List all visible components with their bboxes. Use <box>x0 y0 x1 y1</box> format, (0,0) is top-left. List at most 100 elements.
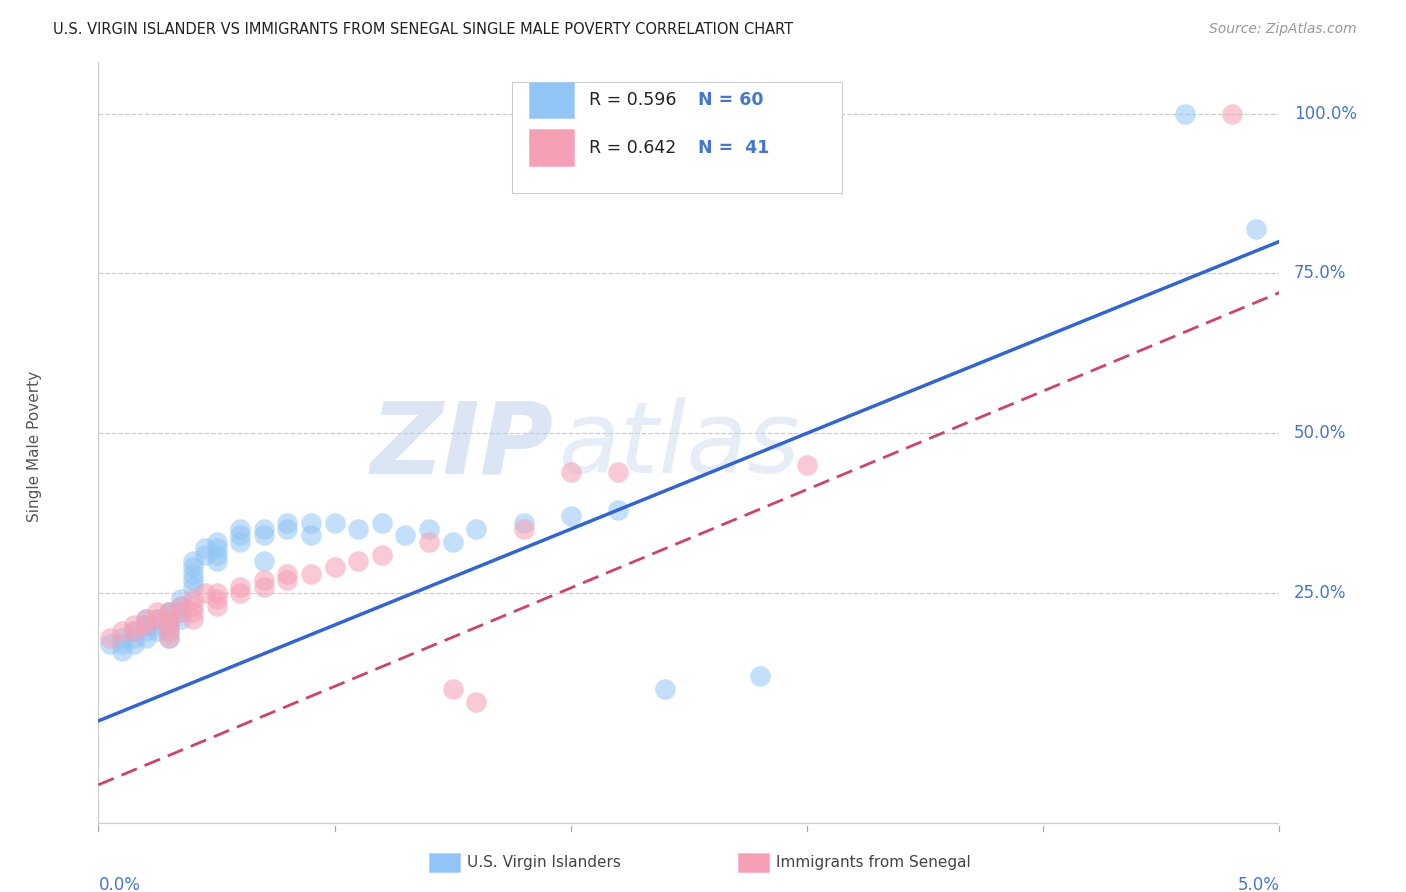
Point <box>1244 221 1267 235</box>
Point <box>170 592 193 607</box>
FancyBboxPatch shape <box>530 129 575 166</box>
Text: Immigrants from Senegal: Immigrants from Senegal <box>776 855 972 870</box>
Point <box>122 631 145 645</box>
Point <box>323 516 346 530</box>
Point <box>560 509 582 524</box>
Point <box>157 618 180 632</box>
Point <box>512 522 534 536</box>
Text: R = 0.642: R = 0.642 <box>589 138 676 157</box>
Point <box>796 458 818 473</box>
Point <box>465 695 488 709</box>
Point <box>205 534 228 549</box>
Point <box>170 605 193 619</box>
Point <box>1174 106 1197 120</box>
FancyBboxPatch shape <box>512 81 842 193</box>
Point <box>205 541 228 556</box>
Point <box>146 618 169 632</box>
Point <box>229 522 252 536</box>
Point <box>253 580 276 594</box>
Point <box>122 624 145 639</box>
Text: U.S. Virgin Islanders: U.S. Virgin Islanders <box>467 855 620 870</box>
Point <box>135 618 157 632</box>
Point <box>560 465 582 479</box>
Point <box>181 566 204 581</box>
Point <box>253 528 276 542</box>
Text: U.S. VIRGIN ISLANDER VS IMMIGRANTS FROM SENEGAL SINGLE MALE POVERTY CORRELATION : U.S. VIRGIN ISLANDER VS IMMIGRANTS FROM … <box>53 22 793 37</box>
Text: 100.0%: 100.0% <box>1294 104 1357 122</box>
Point <box>157 631 180 645</box>
Text: 25.0%: 25.0% <box>1294 584 1346 602</box>
Point <box>347 554 370 568</box>
Point <box>371 516 394 530</box>
Point <box>347 522 370 536</box>
Text: 75.0%: 75.0% <box>1294 264 1346 283</box>
Point <box>135 631 157 645</box>
Point <box>418 522 440 536</box>
Point <box>229 586 252 600</box>
Point <box>170 612 193 626</box>
Text: 0.0%: 0.0% <box>98 876 141 892</box>
Text: 5.0%: 5.0% <box>1237 876 1279 892</box>
Point <box>135 612 157 626</box>
Point <box>371 548 394 562</box>
Point <box>181 599 204 613</box>
Point <box>229 528 252 542</box>
Text: N = 60: N = 60 <box>699 91 763 109</box>
Point <box>181 573 204 587</box>
Point <box>748 669 770 683</box>
Text: atlas: atlas <box>560 398 800 494</box>
Text: Single Male Poverty: Single Male Poverty <box>27 370 42 522</box>
Point <box>157 631 180 645</box>
Text: R = 0.596: R = 0.596 <box>589 91 676 109</box>
Point <box>276 522 298 536</box>
Point <box>146 612 169 626</box>
Point <box>276 573 298 587</box>
Point <box>170 605 193 619</box>
Point <box>181 560 204 574</box>
Point <box>441 534 464 549</box>
Point <box>111 624 134 639</box>
Point <box>229 534 252 549</box>
Point <box>205 599 228 613</box>
Point <box>122 618 145 632</box>
Text: Source: ZipAtlas.com: Source: ZipAtlas.com <box>1209 22 1357 37</box>
Point <box>170 599 193 613</box>
Point <box>181 580 204 594</box>
Point <box>122 624 145 639</box>
Point <box>205 554 228 568</box>
Point <box>135 624 157 639</box>
Point <box>146 624 169 639</box>
Point <box>276 516 298 530</box>
Point <box>157 612 180 626</box>
Text: 50.0%: 50.0% <box>1294 425 1346 442</box>
Point <box>607 465 630 479</box>
Point <box>181 592 204 607</box>
Point <box>181 612 204 626</box>
Point <box>394 528 416 542</box>
Point <box>253 573 276 587</box>
Point <box>205 548 228 562</box>
Point <box>135 612 157 626</box>
Point <box>194 586 217 600</box>
Point <box>253 522 276 536</box>
Point <box>146 605 169 619</box>
Point <box>299 566 322 581</box>
Point <box>157 605 180 619</box>
Point <box>654 681 676 696</box>
Point <box>135 618 157 632</box>
Point <box>122 637 145 651</box>
Point <box>276 566 298 581</box>
Point <box>194 548 217 562</box>
Point <box>157 624 180 639</box>
Point <box>465 522 488 536</box>
Point <box>418 534 440 549</box>
Point <box>111 637 134 651</box>
Point <box>111 643 134 657</box>
Point <box>229 580 252 594</box>
Point <box>98 631 121 645</box>
Point <box>194 541 217 556</box>
Point <box>157 612 180 626</box>
Point <box>157 605 180 619</box>
Point <box>299 516 322 530</box>
Text: ZIP: ZIP <box>370 398 553 494</box>
